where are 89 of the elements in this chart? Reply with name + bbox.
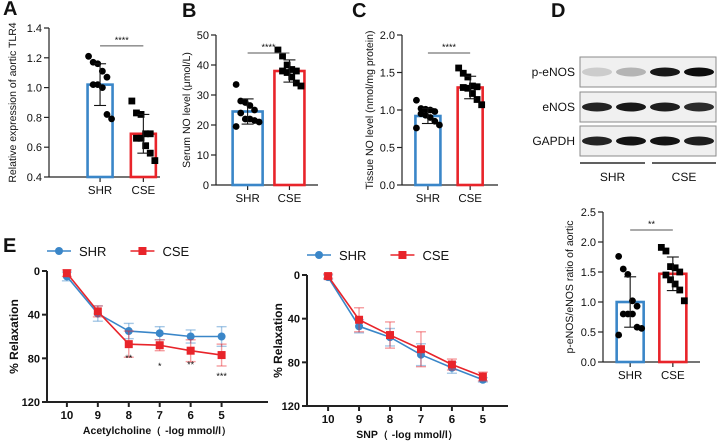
y-tick-label: 1.0 bbox=[380, 105, 395, 117]
point bbox=[186, 346, 195, 355]
text: SHR bbox=[600, 170, 626, 184]
x-tick-label: 8 bbox=[126, 410, 133, 422]
annotation: **** bbox=[114, 34, 130, 45]
legend-label: CSE bbox=[422, 248, 450, 263]
y-axis-title: p-eNOS/eNOS ratio of aortic bbox=[564, 220, 576, 354]
annotation: *** bbox=[216, 371, 228, 382]
x-tick-label: 7 bbox=[418, 414, 424, 426]
text: eNOS bbox=[542, 100, 575, 114]
x-tick-label: 10 bbox=[60, 410, 74, 422]
y-tick-label: 2.5 bbox=[580, 207, 596, 219]
x-tick-label: 8 bbox=[386, 414, 394, 426]
y-tick-label: 10 bbox=[196, 150, 209, 162]
y-tick-label: 0.0 bbox=[580, 357, 596, 369]
y-tick-label: 0.5 bbox=[380, 142, 395, 154]
legend-label: CSE bbox=[162, 244, 190, 259]
annotation: ** bbox=[648, 219, 656, 229]
y-tick-label: 0 bbox=[294, 270, 300, 282]
y-tick-label: 40 bbox=[288, 314, 300, 326]
annotation: **** bbox=[262, 42, 276, 52]
point bbox=[94, 307, 102, 316]
chart-title: C bbox=[352, 0, 366, 22]
x-tick-label: SHR bbox=[416, 193, 440, 205]
y-axis-title: Relative expression of aortic TLR4 bbox=[7, 22, 19, 183]
y-tick-label: 50 bbox=[196, 30, 209, 42]
point bbox=[62, 269, 71, 278]
y-tick-label: 1.5 bbox=[380, 68, 395, 80]
x-tick-label: 5 bbox=[480, 414, 487, 426]
annotation: **** bbox=[442, 42, 457, 52]
point bbox=[156, 329, 164, 338]
y-tick-label: 1.0 bbox=[580, 297, 596, 309]
chart-title: E bbox=[3, 235, 16, 257]
text: GAPDH bbox=[532, 134, 575, 148]
point bbox=[186, 332, 195, 340]
point bbox=[218, 351, 226, 360]
y-tick-label: 120 bbox=[22, 397, 40, 409]
x-tick-label: 9 bbox=[356, 414, 362, 426]
y-tick-label: 30 bbox=[196, 90, 209, 102]
y-tick-label: 1.4 bbox=[26, 23, 42, 35]
x-tick-label: CSE bbox=[278, 193, 302, 205]
y-axis-title: % Relaxation bbox=[271, 303, 285, 378]
x-tick-label: 10 bbox=[322, 414, 335, 426]
legend-label: SHR bbox=[79, 244, 106, 259]
point bbox=[416, 345, 425, 354]
text: CSE bbox=[672, 170, 696, 184]
y-axis-title: Tissue NO level (nmol/mg protein) bbox=[364, 30, 376, 190]
x-axis-title: Acetylcholine（ -log mmol/l） bbox=[82, 425, 232, 437]
legend-label: SHR bbox=[339, 248, 366, 263]
chart-title: A bbox=[3, 0, 18, 20]
y-axis-title: % Relaxation bbox=[7, 299, 21, 374]
point bbox=[124, 327, 133, 336]
x-axis-title: SNP（ -log mmol/l） bbox=[356, 429, 459, 441]
point bbox=[218, 332, 226, 340]
y-tick-label: 0.5 bbox=[580, 327, 596, 339]
y-tick-label: 2.0 bbox=[580, 237, 596, 249]
x-tick-label: 6 bbox=[448, 414, 456, 426]
y-tick-label: 0.0 bbox=[380, 180, 395, 192]
y-tick-label: 40 bbox=[196, 60, 209, 72]
y-tick-label: 120 bbox=[282, 401, 300, 413]
point bbox=[124, 340, 133, 348]
y-tick-label: 0 bbox=[202, 180, 209, 192]
y-tick-label: 0.6 bbox=[26, 142, 42, 154]
text: D bbox=[551, 0, 566, 22]
point bbox=[448, 360, 456, 369]
y-axis-title: Serum NO level (μmol/L) bbox=[181, 52, 193, 168]
point bbox=[355, 316, 364, 324]
chart-title: B bbox=[182, 0, 196, 22]
y-tick-label: 20 bbox=[196, 120, 209, 132]
text: p-eNOS bbox=[532, 65, 575, 79]
y-tick-label: 1.5 bbox=[580, 267, 596, 279]
x-tick-label: 6 bbox=[187, 410, 194, 422]
annotation: ** bbox=[187, 360, 195, 370]
annotation: ** bbox=[125, 353, 133, 364]
x-tick-label: 5 bbox=[218, 410, 226, 422]
x-tick-label: 7 bbox=[156, 410, 163, 422]
y-tick-label: 0.8 bbox=[26, 112, 42, 124]
y-tick-label: 40 bbox=[28, 310, 40, 322]
annotation: * bbox=[158, 361, 162, 372]
y-tick-label: 0.4 bbox=[26, 172, 42, 184]
y-tick-label: 80 bbox=[288, 357, 300, 370]
x-tick-label: 9 bbox=[94, 410, 102, 422]
y-tick-label: 80 bbox=[28, 353, 40, 366]
x-tick-label: CSE bbox=[458, 193, 482, 205]
y-tick-label: 1.0 bbox=[26, 82, 42, 95]
y-tick-label: 0 bbox=[34, 266, 40, 278]
x-tick-label: SHR bbox=[235, 193, 260, 205]
y-tick-label: 1.2 bbox=[26, 52, 42, 65]
y-tick-label: 2.0 bbox=[380, 30, 395, 42]
